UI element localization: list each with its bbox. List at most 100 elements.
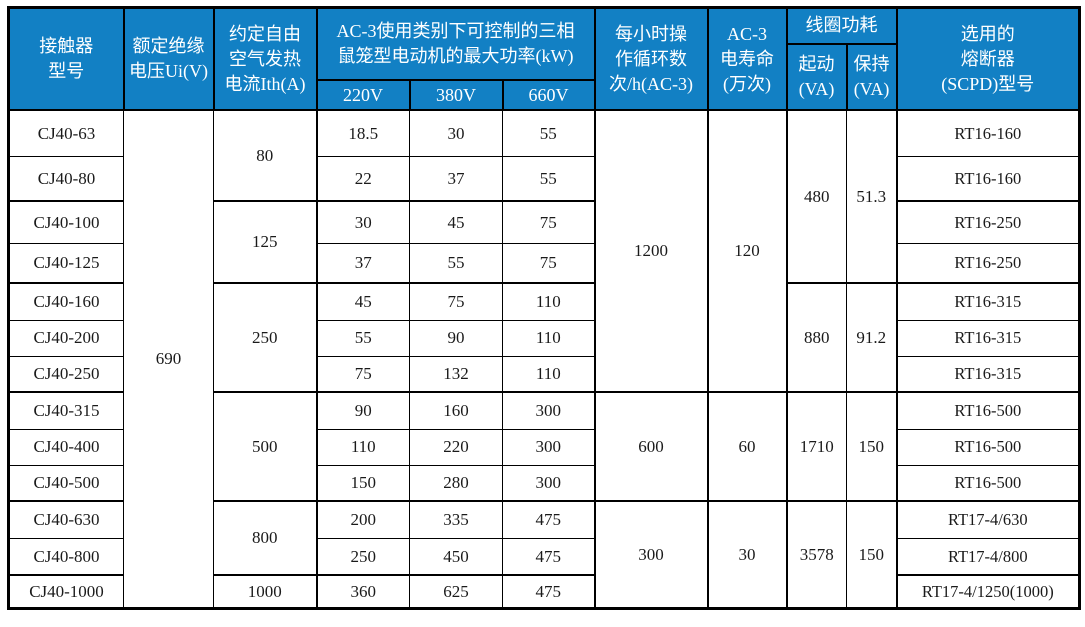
power-380v-cell: 90: [409, 319, 503, 357]
fuse-model-cell: RT16-315: [895, 282, 1081, 321]
power-660v-cell: 300: [501, 464, 596, 502]
table-row: CJ40-63 690 80 18.5 30 55 1200 120 480 51.3 RT16-1…: [8, 109, 1081, 609]
power-220v-cell: 360: [315, 574, 410, 609]
power-380v-cell: 45: [409, 200, 503, 244]
ith-current-cell: 80: [213, 109, 317, 202]
fuse-model-cell: RT17-4/630: [895, 500, 1081, 539]
coil-hold-va-cell: 51.3: [846, 109, 898, 284]
power-220v-cell: 110: [315, 428, 410, 466]
ui-voltage-cell: 690: [123, 109, 214, 609]
power-660v-cell: 300: [501, 391, 596, 430]
header-coil-hold: 保持 (VA): [845, 42, 898, 112]
power-220v-cell: 37: [315, 242, 410, 284]
model-cell: CJ40-630: [8, 500, 124, 539]
model-cell: CJ40-500: [8, 464, 124, 502]
power-380v-cell: 55: [409, 242, 503, 284]
header-fuse-model: 选用的 熔断器 (SCPD)型号: [895, 6, 1081, 112]
power-220v-cell: 18.5: [315, 109, 410, 157]
coil-start-va-cell: 1710: [785, 391, 848, 502]
power-220v-cell: 150: [315, 464, 410, 502]
header-voltage-660: 660V: [501, 78, 596, 112]
cycles-per-hour-cell: 600: [593, 391, 709, 502]
table-body: CJ40-63 690 80 18.5 30 55 1200 120 480 51.3 RT16-1…: [8, 109, 1081, 609]
power-380v-cell: 280: [409, 464, 503, 502]
table-row: CJ40-160 250 45 75 110 880 91.2 RT16-315: [8, 282, 1081, 393]
power-660v-cell: 75: [501, 242, 596, 284]
cycles-per-hour-cell: 300: [593, 500, 709, 609]
header-contactor-model: 接触器 型号: [7, 6, 125, 112]
model-cell: CJ40-250: [8, 355, 124, 393]
model-cell: CJ40-315: [8, 391, 124, 430]
table-row: CJ40-125 37 55 75 RT16-250: [8, 242, 1081, 284]
table-row: CJ40-100 125 30 45 75 RT16-250: [8, 200, 1081, 284]
fuse-model-cell: RT17-4/800: [895, 537, 1081, 576]
coil-start-va-cell: 480: [785, 109, 848, 284]
coil-hold-va-cell: 150: [846, 500, 898, 609]
model-cell: CJ40-200: [8, 319, 124, 357]
model-cell: CJ40-800: [8, 537, 124, 576]
power-660v-cell: 55: [501, 155, 596, 202]
ith-current-cell: 1000: [213, 574, 317, 609]
fuse-model-cell: RT16-500: [895, 391, 1081, 430]
power-660v-cell: 75: [501, 200, 596, 244]
table-row: CJ40-400 110 220 300 RT16-500: [8, 428, 1081, 466]
model-cell: CJ40-400: [8, 428, 124, 466]
table-row: CJ40-800 250 450 475 RT17-4/800: [8, 537, 1081, 576]
power-220v-cell: 90: [315, 391, 410, 430]
power-660v-cell: 475: [501, 500, 596, 539]
table-row: CJ40-500 150 280 300 RT16-500: [8, 464, 1081, 502]
power-380v-cell: 37: [409, 155, 503, 202]
fuse-model-cell: RT16-250: [895, 242, 1081, 284]
power-380v-cell: 220: [409, 428, 503, 466]
header-coil-start: 起动 (VA): [785, 42, 848, 112]
model-cell: CJ40-63: [8, 109, 124, 157]
coil-hold-va-cell: 91.2: [846, 282, 898, 393]
power-220v-cell: 30: [315, 200, 410, 244]
power-660v-cell: 110: [501, 282, 596, 321]
header-thermal-current: 约定自由 空气发热 电流Ith(A): [212, 6, 318, 112]
model-cell: CJ40-80: [8, 155, 124, 202]
fuse-model-cell: RT16-315: [895, 319, 1081, 357]
electrical-life-cell: 30: [706, 500, 788, 609]
power-380v-cell: 450: [409, 537, 503, 576]
fuse-model-cell: RT16-500: [895, 428, 1081, 466]
fuse-model-cell: RT16-160: [895, 155, 1081, 202]
header-voltage-380: 380V: [408, 78, 504, 112]
model-cell: CJ40-125: [8, 242, 124, 284]
power-660v-cell: 110: [501, 319, 596, 357]
power-380v-cell: 132: [409, 355, 503, 393]
header-electrical-life: AC-3 电寿命 (万次): [706, 6, 788, 112]
power-380v-cell: 625: [409, 574, 503, 609]
power-660v-cell: 475: [501, 574, 596, 609]
ith-current-cell: 125: [213, 200, 317, 284]
table-row: CJ40-630 800 200 335 475 300 30 3578 150 RT17-4/6…: [8, 500, 1081, 609]
header-ac3-power-group: AC-3使用类别下可控制的三相 鼠笼型电动机的最大功率(kW): [315, 6, 596, 81]
ith-current-cell: 800: [213, 500, 317, 576]
electrical-life-cell: 120: [706, 109, 788, 393]
power-660v-cell: 110: [501, 355, 596, 393]
ith-current-cell: 500: [213, 391, 317, 502]
power-380v-cell: 30: [409, 109, 503, 157]
power-660v-cell: 55: [501, 109, 596, 157]
header-rated-insulation-voltage: 额定绝缘 电压Ui(V): [122, 6, 215, 112]
electrical-life-cell: 60: [706, 391, 788, 502]
fuse-model-cell: RT16-160: [895, 109, 1081, 157]
fuse-model-cell: RT16-315: [895, 355, 1081, 393]
fuse-model-cell: RT16-500: [895, 464, 1081, 502]
power-660v-cell: 300: [501, 428, 596, 466]
coil-hold-va-cell: 150: [846, 391, 898, 502]
power-380v-cell: 160: [409, 391, 503, 430]
model-cell: CJ40-160: [8, 282, 124, 321]
power-660v-cell: 475: [501, 537, 596, 576]
coil-start-va-cell: 3578: [785, 500, 848, 609]
cycles-per-hour-cell: 1200: [593, 109, 709, 393]
power-220v-cell: 45: [315, 282, 410, 321]
power-220v-cell: 250: [315, 537, 410, 576]
power-220v-cell: 55: [315, 319, 410, 357]
table-row: CJ40-315 500 90 160 300 600 60 1710 150 RT16-500: [8, 391, 1081, 502]
model-cell: CJ40-1000: [8, 574, 124, 609]
power-220v-cell: 22: [315, 155, 410, 202]
coil-start-va-cell: 880: [785, 282, 848, 393]
power-220v-cell: 75: [315, 355, 410, 393]
